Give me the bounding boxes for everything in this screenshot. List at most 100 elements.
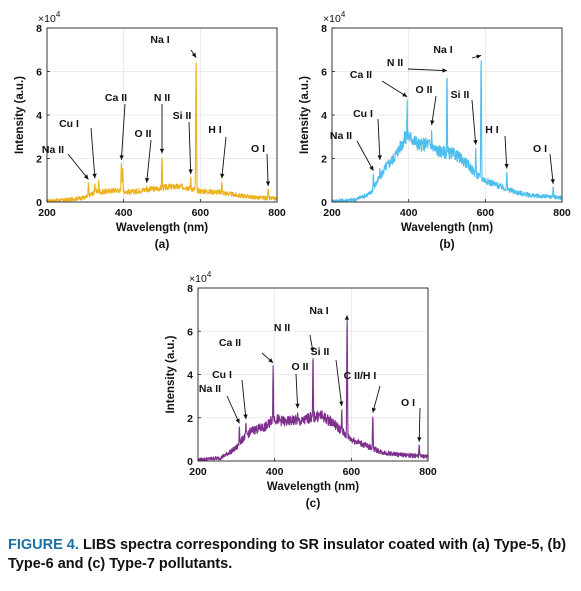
figure-label: FIGURE 4. <box>8 537 79 553</box>
peak-label: Ca II <box>105 92 127 104</box>
peak-arrow-head <box>339 401 344 407</box>
figure-caption: FIGURE 4. LIBS spectra corresponding to … <box>8 536 573 574</box>
peak-arrow-line <box>418 407 421 442</box>
peak-arrow-line <box>120 103 126 160</box>
peak-label: Si II <box>311 346 330 358</box>
peak-arrow-head <box>144 177 150 183</box>
peak-label: O II <box>292 361 309 373</box>
x-tick-label: 200 <box>38 207 56 219</box>
peak-label: Ca II <box>219 337 241 349</box>
x-tick-label: 200 <box>323 207 341 219</box>
peak-arrow-head <box>188 169 193 174</box>
peak-arrow-line <box>266 153 269 186</box>
peak-arrow-line <box>407 68 448 72</box>
peak-arrow-head <box>191 52 197 58</box>
peak-label: Na I <box>150 34 169 46</box>
peak-arrow-line <box>504 135 508 169</box>
y-axis-exponent: ×104 <box>189 270 212 285</box>
panel-label: (c) <box>306 496 321 510</box>
peak-arrow-head <box>220 173 225 179</box>
peak-arrow-head <box>344 315 349 320</box>
peak-arrow-line <box>356 140 374 171</box>
peak-arrow-line <box>67 153 89 180</box>
peak-label: Ca II <box>350 69 372 81</box>
peak-label: O I <box>401 397 415 409</box>
peak-arrow-head <box>430 120 435 126</box>
peak-label: Na II <box>330 130 352 142</box>
x-tick-label: 600 <box>343 466 361 478</box>
peak-label: N II <box>274 322 290 334</box>
peak-arrow-line <box>188 121 192 175</box>
spectrum-series-line <box>331 60 563 203</box>
peak-arrow-head <box>417 437 422 442</box>
y-tick-label: 8 <box>321 23 327 35</box>
x-tick-label: 200 <box>189 466 207 478</box>
peak-arrow-head <box>377 155 382 160</box>
x-tick-label: 800 <box>268 207 286 219</box>
x-axis-title: Wavelength (nm) <box>116 222 208 234</box>
peak-label: Na I <box>433 44 452 56</box>
y-axis-exponent-power: 4 <box>341 10 346 19</box>
peak-arrow-head <box>159 148 165 154</box>
peak-arrow-line <box>372 385 381 413</box>
peak-label: C II/H I <box>344 370 377 382</box>
peak-arrow-line <box>146 139 152 183</box>
peak-label: H I <box>485 124 499 136</box>
y-tick-label: 0 <box>187 456 193 468</box>
y-tick-label: 0 <box>321 197 327 209</box>
y-axis-title: Intensity (a.u.) <box>165 335 177 413</box>
peak-arrow-head <box>243 414 248 420</box>
chart-panel-1: 200 400 600 800 0 2 4 6 8×104 Wavelength (nm) Inte… <box>14 10 286 251</box>
y-axis-title: Intensity (a.u.) <box>14 76 26 154</box>
peak-label: N II <box>387 57 403 69</box>
y-tick-label: 6 <box>187 326 193 338</box>
chart-panel-3: 200 400 600 800 0 2 4 6 8×104 Wavelength (nm) Inte… <box>165 270 437 510</box>
spectrum-series-line <box>197 319 429 462</box>
peak-label: Cu I <box>212 369 232 381</box>
peak-arrow-head <box>476 54 482 59</box>
x-tick-label: 400 <box>400 207 418 219</box>
peak-label: Na II <box>199 383 221 395</box>
peak-arrow-line <box>90 127 96 179</box>
peak-arrow-line <box>241 379 247 420</box>
peak-arrow-head <box>473 139 478 145</box>
peak-arrow-head <box>310 347 315 353</box>
peak-arrow-head <box>92 173 97 179</box>
chart-panel-2: 200 400 600 800 0 2 4 6 8×104 Wavelength (nm) Inte… <box>299 10 571 251</box>
peak-arrow-line <box>471 99 477 145</box>
peak-arrow-line <box>549 153 554 184</box>
x-tick-label: 800 <box>419 466 437 478</box>
peak-label: O II <box>135 128 152 140</box>
y-tick-label: 6 <box>36 67 42 79</box>
x-tick-label: 600 <box>192 207 210 219</box>
peak-arrow-line <box>431 95 437 126</box>
peak-label: Na II <box>42 144 64 156</box>
y-tick-label: 6 <box>321 67 327 79</box>
peak-arrow-line <box>335 359 343 407</box>
peak-arrow-line <box>221 136 227 179</box>
y-tick-label: 4 <box>187 370 193 382</box>
spectrum-series-line <box>46 62 278 203</box>
x-tick-label: 800 <box>553 207 571 219</box>
y-axis-title: Intensity (a.u.) <box>299 76 311 154</box>
peak-label: O I <box>533 143 547 155</box>
peak-arrow-head <box>235 418 240 424</box>
peak-label: O II <box>416 84 433 96</box>
y-tick-label: 8 <box>187 283 193 295</box>
peak-arrow-head <box>550 179 555 184</box>
peak-arrow-head <box>268 358 274 363</box>
y-tick-label: 2 <box>36 154 42 166</box>
peak-arrow-line <box>381 80 408 98</box>
x-axis-title: Wavelength (nm) <box>401 222 493 234</box>
peak-label: N II <box>154 92 170 104</box>
peak-label: Na I <box>309 305 328 317</box>
peak-arrow-head <box>369 165 374 171</box>
peak-arrow-line <box>226 395 240 424</box>
panel-label: (a) <box>155 237 170 251</box>
peak-label: Si II <box>451 89 470 101</box>
peak-arrow-head <box>504 163 509 169</box>
peak-arrow-head <box>442 68 447 73</box>
peak-arrow-line <box>377 118 381 160</box>
peak-arrow-line <box>295 373 299 409</box>
